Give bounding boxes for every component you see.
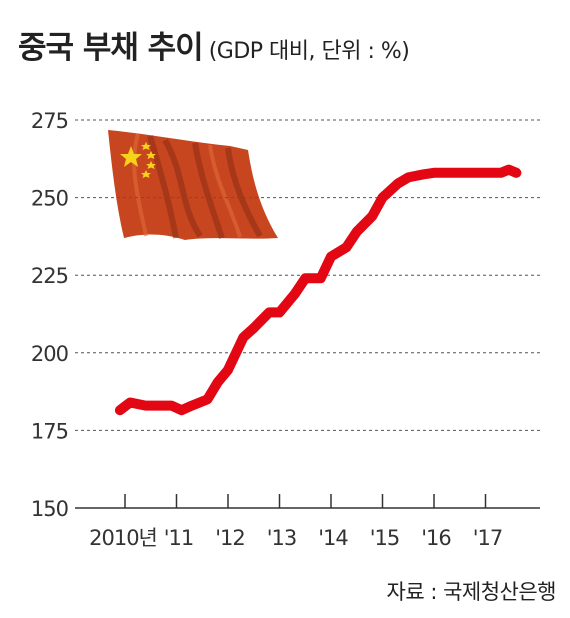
x-tick-label-5: '15 [370,526,400,550]
y-tick-label-200: 200 [31,342,68,366]
x-tick-label-3: '13 [267,526,297,550]
y-tick-label-250: 250 [31,187,68,211]
y-tick-label-175: 175 [31,419,68,443]
chart-subtitle: (GDP 대비, 단위 : %) [208,39,410,64]
chart-title-block: 중국 부채 추이 (GDP 대비, 단위 : %) [18,22,410,67]
x-tick-label-6: '16 [421,526,451,550]
chart-title: 중국 부채 추이 [18,30,204,66]
x-tick-label-4: '14 [318,526,348,550]
flag-illustration [108,130,278,240]
source-note: 자료 : 국제청산은행 [386,580,557,604]
x-tick-label-2: '12 [215,526,245,550]
x-tick-label-7: '17 [473,526,503,550]
y-tick-label-150: 150 [31,497,68,521]
y-tick-label-275: 275 [31,109,68,133]
y-tick-label-225: 225 [31,264,68,288]
x-tick-label-0: 2010년 [89,526,157,550]
x-tick-label-1: '11 [164,526,194,550]
